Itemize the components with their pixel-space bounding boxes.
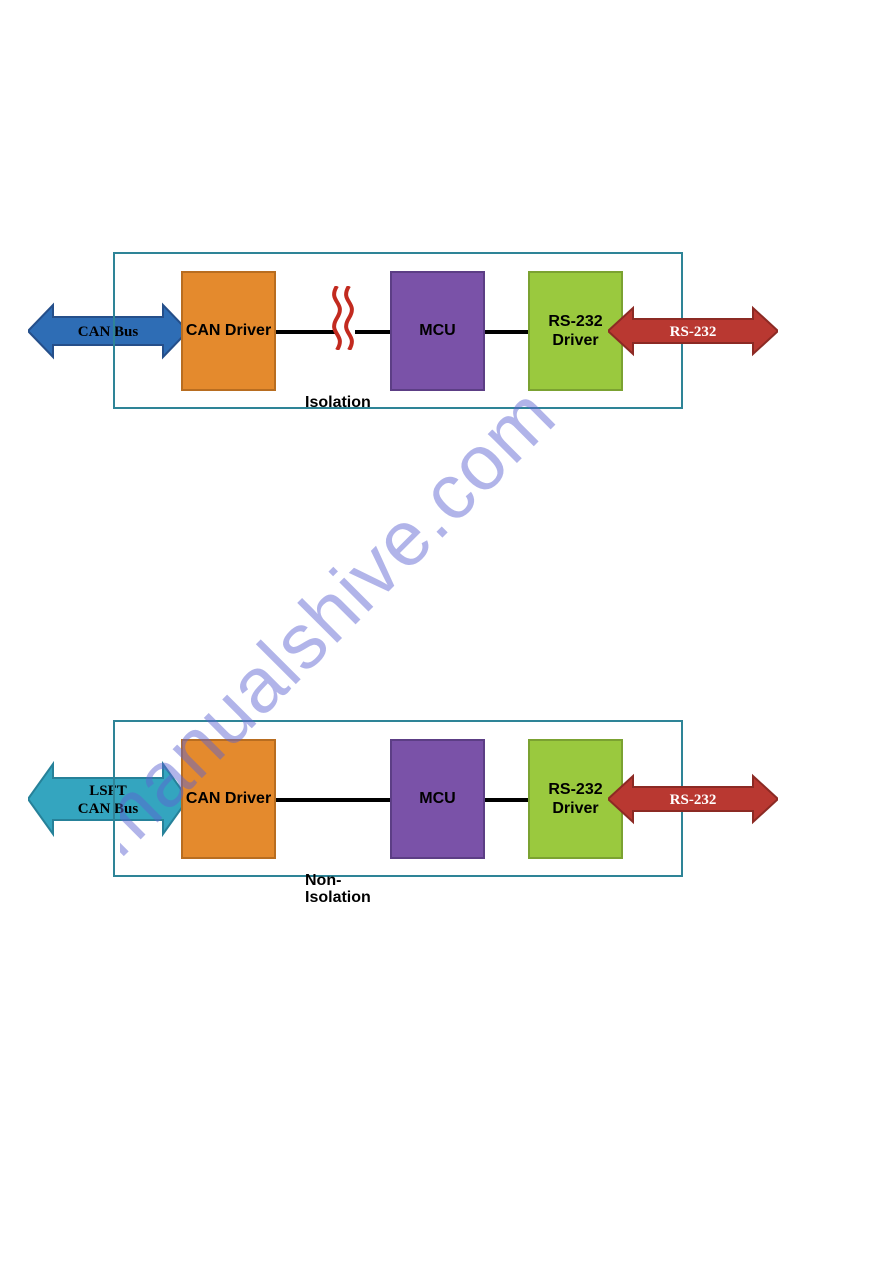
diagram-container: CAN Driver MCU RS-232 Driver Isolation [113,252,683,409]
connector-mcu-to-rs232 [485,798,528,802]
can-driver-block: CAN Driver [181,271,276,391]
diagram-isolation: CAN Bus CAN Driver MCU RS-232 Driver Iso… [113,252,683,409]
diagram-non-isolation: LSFT CAN Bus CAN Driver MCU RS-232 Drive… [113,720,683,877]
isolation-label: Isolation [305,394,371,412]
right-arrow-label: RS-232 [670,792,717,808]
mcu-label: MCU [419,789,455,808]
can-driver-label: CAN Driver [186,789,271,808]
mcu-block: MCU [390,739,485,859]
connector-can-to-mcu [276,798,390,802]
can-driver-block: CAN Driver [181,739,276,859]
connector-mcu-to-rs232 [485,330,528,334]
diagram-container: CAN Driver MCU RS-232 Driver Non- Isolat… [113,720,683,877]
right-arrow-rs232: RS-232 [608,772,778,831]
watermark: manualshive.com [120,380,720,985]
right-arrow-rs232: RS-232 [608,304,778,363]
mcu-label: MCU [419,321,455,340]
right-arrow-label: RS-232 [670,324,717,340]
can-driver-label: CAN Driver [186,321,271,340]
non-isolation-label: Non- Isolation [305,854,371,907]
isolation-symbol [323,286,363,350]
mcu-block: MCU [390,271,485,391]
